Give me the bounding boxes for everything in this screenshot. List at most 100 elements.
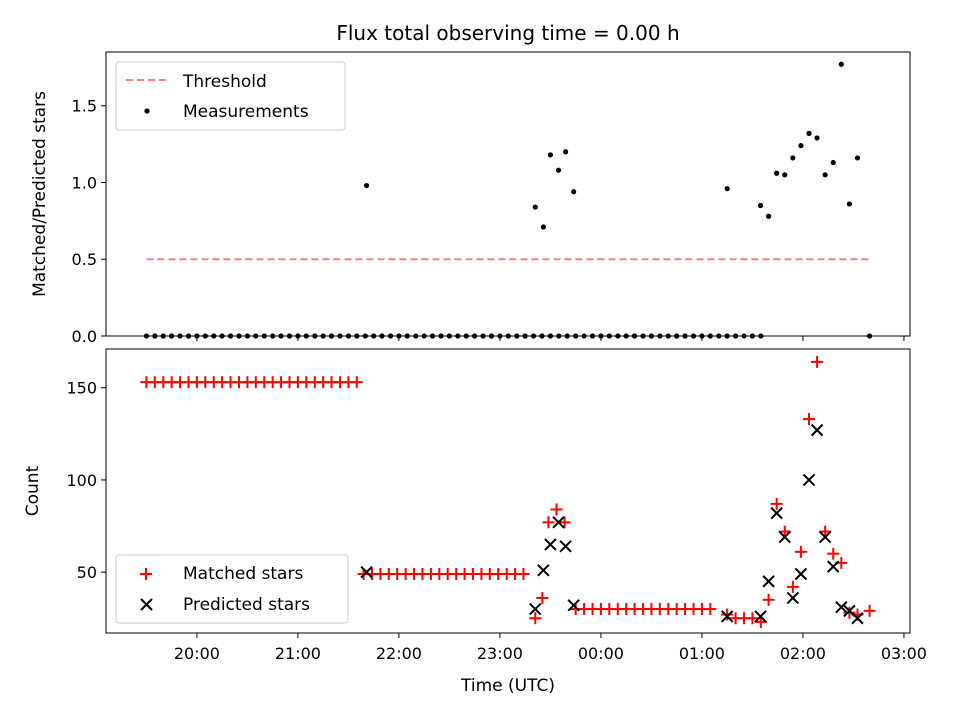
matched-star-point	[863, 604, 876, 617]
x-tick-label: 23:00	[477, 644, 523, 663]
matched-stars-legend-label: Matched stars	[183, 564, 303, 584]
matched-star-point	[529, 612, 542, 625]
matched-star-point	[536, 591, 549, 604]
predicted-star-point	[827, 560, 840, 573]
y-tick-label: 150	[66, 379, 97, 398]
bottom-y-axis-label: Count	[23, 465, 43, 516]
top-legend: Threshold Measurements	[115, 61, 346, 131]
matched-star-point	[802, 413, 815, 426]
top-y-axis-label: Matched/Predicted stars	[30, 91, 50, 297]
measurement-point	[798, 143, 804, 149]
matched-star-point	[542, 516, 555, 529]
measurement-point	[854, 155, 861, 161]
y-tick-label: 0.5	[72, 250, 97, 269]
predicted-star-point	[810, 423, 824, 437]
bottom-plot-area	[140, 355, 876, 628]
x-tick-label: 20:00	[174, 644, 220, 663]
top-panel: 0.0 0.5 1.0 1.5 Matched/Predicted stars Thr…	[30, 51, 911, 346]
chart-title: Flux total observing time = 0.00 h	[336, 21, 679, 45]
measurement-point	[765, 213, 772, 219]
matched-stars-legend-swatch	[140, 568, 152, 580]
matched-star-point	[704, 603, 717, 616]
measurement-point	[846, 201, 852, 207]
predicted-star-point	[794, 567, 808, 581]
predicted-star-point	[754, 610, 767, 623]
predicted-star-point	[835, 600, 848, 614]
predicted-star-point	[802, 473, 816, 487]
measurement-point	[814, 135, 820, 141]
matched-star-point	[794, 545, 807, 558]
matched-star-point	[786, 580, 799, 593]
measurement-point	[562, 149, 569, 155]
bottom-legend-box	[115, 554, 349, 624]
measurement-point	[838, 61, 844, 67]
predicted-star-point	[529, 602, 542, 616]
matched-star-point	[811, 355, 824, 368]
predicted-star-point	[762, 575, 775, 588]
threshold-legend-label: Threshold	[182, 72, 267, 92]
x-tick-label: 22:00	[376, 644, 422, 663]
x-tick-label: 02:00	[780, 644, 826, 663]
predicted-stars-legend-label: Predicted stars	[183, 595, 310, 615]
bottom-y-ticks: 50 100 150	[66, 379, 106, 582]
bottom-x-ticks: 20:00 21:00 22:00 23:00 00:00 01:00 02:00 03:00	[174, 633, 927, 663]
predicted-star-point	[552, 516, 565, 529]
predicted-star-point	[770, 506, 783, 520]
measurement-point	[540, 224, 546, 230]
x-tick-label: 00:00	[578, 644, 624, 663]
matched-star-point	[558, 516, 571, 529]
bottom-panel: 50 100 150 20:00 21:00 22:00 23:00 00:00 01:00 0…	[23, 348, 927, 696]
measurement-point	[782, 172, 788, 178]
top-axes-frame	[105, 51, 911, 337]
y-tick-label: 1.5	[72, 97, 97, 116]
matched-star-point	[819, 525, 832, 538]
predicted-star-point	[786, 591, 800, 605]
measurement-point	[547, 152, 554, 158]
x-axis-label: Time (UTC)	[460, 676, 555, 696]
top-y-ticks: 0.0 0.5 1.0 1.5	[72, 97, 106, 346]
predicted-star-point	[720, 610, 734, 623]
bottom-axes-frame	[105, 348, 911, 634]
predicted-star-point	[818, 530, 832, 544]
matched-star-point	[550, 503, 563, 516]
predicted-star-point	[778, 530, 791, 544]
measurement-point	[724, 186, 730, 192]
x-tick-label: 21:00	[275, 644, 321, 663]
top-legend-box	[115, 61, 346, 131]
y-tick-label: 50	[77, 563, 97, 582]
matched-star-point	[517, 567, 530, 580]
matched-star-point	[770, 497, 783, 510]
measurement-point	[363, 182, 370, 189]
predicted-stars-legend-swatch	[140, 598, 153, 611]
matched-star-point	[746, 612, 759, 625]
measurement-point	[532, 204, 538, 210]
matched-star-point	[843, 606, 856, 619]
matched-star-point	[350, 376, 363, 389]
predicted-star-point	[559, 540, 572, 553]
measurement-point	[555, 167, 562, 173]
bottom-legend: Matched stars Predicted stars	[115, 554, 349, 624]
measurement-point	[806, 130, 812, 136]
x-tick-label: 01:00	[679, 644, 725, 663]
measurement-point	[830, 159, 836, 166]
measurements-legend-label: Measurements	[183, 102, 309, 122]
measurement-point	[757, 202, 764, 209]
y-tick-label: 1.0	[72, 173, 97, 192]
matched-star-point	[721, 608, 734, 621]
y-tick-label: 100	[66, 471, 97, 490]
measurement-point	[822, 172, 828, 178]
predicted-star-point	[851, 612, 864, 625]
matched-star-point	[827, 547, 840, 560]
measurement-point	[571, 189, 577, 195]
matched-star-point	[762, 593, 775, 606]
matched-star-point	[778, 525, 791, 538]
y-tick-label: 0.0	[72, 327, 97, 346]
measurement-point	[774, 170, 780, 176]
measurement-point	[790, 155, 796, 161]
x-tick-label: 03:00	[881, 644, 927, 663]
predicted-star-point	[360, 565, 373, 579]
predicted-star-point	[544, 538, 557, 551]
predicted-star-point	[537, 564, 550, 577]
predicted-star-point	[567, 599, 580, 612]
